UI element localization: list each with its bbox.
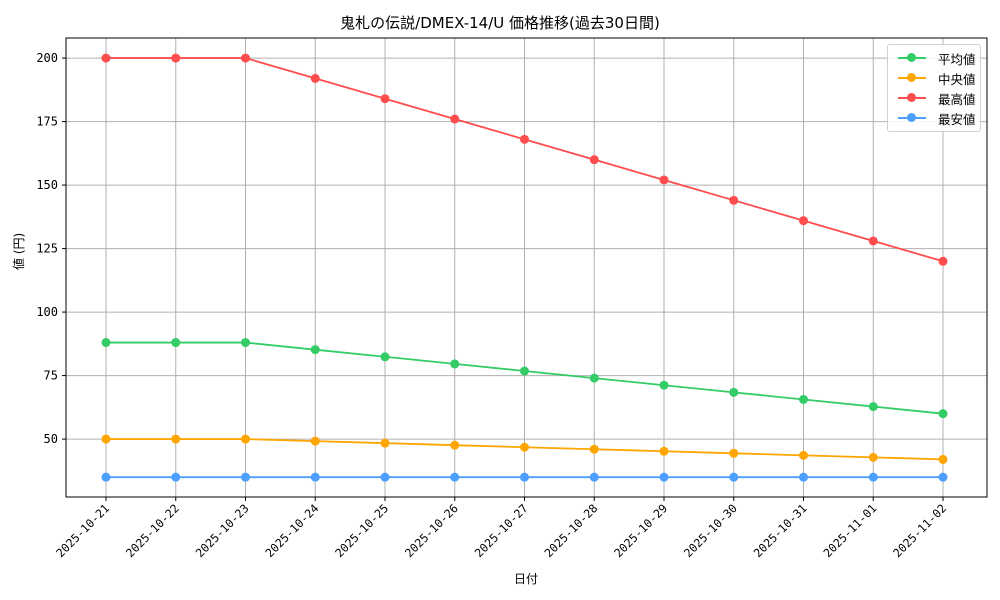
- x-tick-label: 2025-10-25: [332, 501, 391, 560]
- x-tick-label: 2025-10-28: [542, 501, 601, 560]
- x-tick-label: 2025-10-27: [472, 501, 531, 560]
- data-point-marker: [380, 472, 390, 482]
- data-point-marker: [380, 438, 390, 448]
- y-tick-label: 150: [36, 178, 58, 192]
- data-point-marker: [241, 338, 250, 348]
- data-point-marker: [380, 94, 390, 104]
- data-point-marker: [868, 452, 878, 462]
- x-tick-label: 2025-10-31: [751, 501, 810, 560]
- y-axis-label: 値 (円): [12, 232, 26, 270]
- legend-label: 最安値: [938, 112, 976, 127]
- data-point-marker: [310, 345, 320, 355]
- legend: 平均値 中央値 最高値 最安値: [887, 44, 981, 132]
- legend-marker-icon: [907, 113, 916, 122]
- y-tick-label: 200: [36, 51, 58, 65]
- data-point-marker: [241, 434, 250, 444]
- data-point-marker: [241, 472, 250, 482]
- data-point-marker: [589, 155, 599, 165]
- data-point-marker: [729, 448, 739, 458]
- legend-marker-icon: [907, 73, 916, 82]
- data-point-marker: [659, 380, 669, 390]
- x-tick-label: 2025-11-01: [821, 501, 880, 560]
- data-point-marker: [659, 446, 669, 456]
- grid-lines: [66, 38, 987, 497]
- legend-item-average: 平均値: [894, 48, 980, 68]
- data-point-marker: [729, 195, 739, 205]
- legend-label: 平均値: [938, 52, 976, 67]
- data-point-marker: [101, 338, 111, 348]
- data-point-marker: [380, 352, 390, 362]
- legend-item-median: 中央値: [894, 68, 980, 88]
- data-point-marker: [310, 472, 320, 482]
- data-point-marker: [450, 472, 460, 482]
- y-tick-label: 125: [36, 242, 58, 256]
- data-point-marker: [589, 472, 599, 482]
- data-point-marker: [799, 472, 808, 482]
- x-tick-label: 2025-10-21: [53, 501, 112, 560]
- data-point-marker: [450, 440, 460, 450]
- data-point-marker: [799, 216, 808, 226]
- data-point-marker: [241, 53, 250, 63]
- data-point-marker: [729, 472, 739, 482]
- axes: 2025-10-21 2025-10-22 2025-10-23 2025-10-24…: [36, 51, 949, 560]
- y-tick-label: 50: [44, 432, 58, 446]
- legend-marker-icon: [907, 53, 916, 62]
- data-point-marker: [171, 53, 181, 63]
- data-point-marker: [729, 387, 739, 397]
- chart-title: 鬼札の伝説/DMEX-14/U 価格推移(過去30日間): [340, 14, 660, 32]
- data-point-marker: [868, 402, 878, 412]
- data-point-marker: [450, 359, 460, 369]
- x-tick-label: 2025-10-24: [263, 501, 322, 560]
- data-point-marker: [799, 450, 808, 460]
- data-point-marker: [520, 442, 529, 452]
- data-point-marker: [938, 472, 948, 482]
- data-point-marker: [171, 434, 181, 444]
- data-point-marker: [450, 114, 460, 124]
- data-point-marker: [589, 373, 599, 383]
- x-tick-label: 2025-10-22: [123, 501, 182, 560]
- data-point-marker: [171, 338, 181, 348]
- x-tick-label: 2025-10-23: [193, 501, 252, 560]
- x-axis-label: 日付: [513, 572, 538, 586]
- data-point-marker: [799, 394, 808, 404]
- data-point-marker: [868, 236, 878, 246]
- data-point-marker: [938, 409, 948, 419]
- data-point-marker: [101, 472, 111, 482]
- data-point-marker: [310, 436, 320, 446]
- legend-label: 中央値: [938, 72, 976, 87]
- y-tick-label: 100: [36, 305, 58, 319]
- legend-item-max: 最高値: [894, 88, 980, 108]
- data-point-marker: [101, 53, 111, 63]
- legend-marker-icon: [907, 93, 916, 102]
- legend-item-min: 最安値: [894, 108, 980, 128]
- x-tick-label: 2025-10-30: [681, 501, 740, 560]
- data-point-marker: [659, 175, 669, 185]
- legend-label: 最高値: [938, 92, 976, 107]
- data-point-marker: [659, 472, 669, 482]
- data-point-marker: [938, 454, 948, 464]
- data-point-marker: [520, 472, 529, 482]
- x-tick-label: 2025-10-29: [611, 501, 670, 560]
- data-point-marker: [589, 444, 599, 454]
- data-point-marker: [310, 73, 320, 83]
- data-point-marker: [520, 366, 529, 376]
- plot-frame: [65, 37, 988, 498]
- y-tick-label: 175: [36, 115, 58, 129]
- data-point-marker: [101, 434, 111, 444]
- data-point-marker: [520, 134, 529, 144]
- x-tick-label: 2025-10-26: [402, 501, 461, 560]
- x-tick-label: 2025-11-02: [890, 501, 949, 560]
- data-point-marker: [868, 472, 878, 482]
- data-point-marker: [171, 472, 181, 482]
- y-tick-label: 75: [44, 369, 58, 383]
- data-point-marker: [938, 256, 948, 266]
- series-lines: [101, 53, 948, 482]
